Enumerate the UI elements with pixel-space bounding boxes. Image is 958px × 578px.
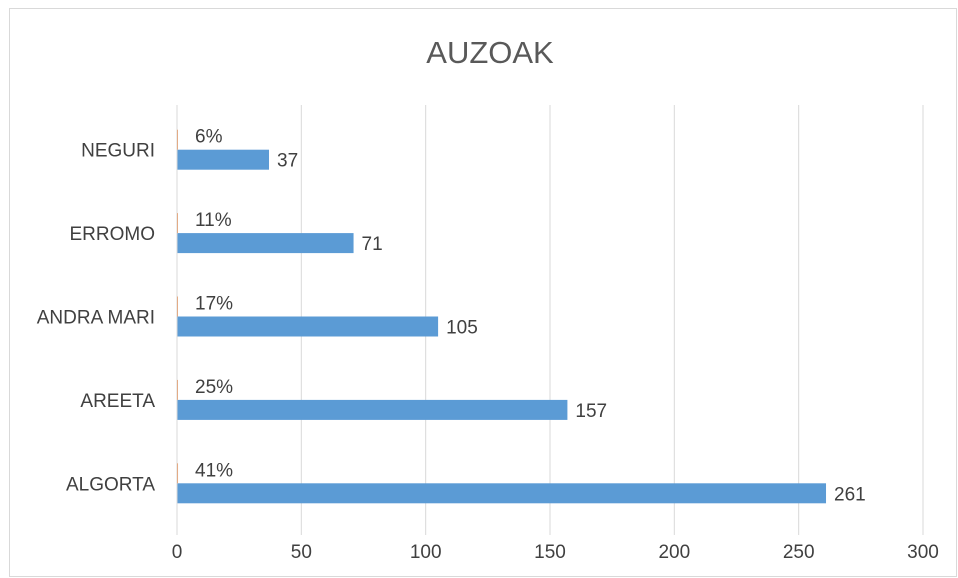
y-tick-label: ERROMO	[70, 224, 156, 245]
x-tick-label: 200	[658, 542, 690, 563]
bar	[177, 483, 827, 504]
x-tick-label: 300	[907, 542, 939, 563]
y-tick-label: ALGORTA	[66, 474, 155, 495]
x-tick-label: 250	[783, 542, 815, 563]
y-tick-label: NEGURI	[81, 141, 155, 162]
data-label: 37	[277, 151, 298, 172]
data-label: 71	[362, 234, 383, 255]
y-tick-label: AREETA	[80, 391, 155, 412]
data-label: 25%	[195, 377, 233, 398]
bar	[177, 463, 179, 484]
x-tick-label: 0	[172, 542, 183, 563]
bar	[177, 149, 270, 170]
data-label: 6%	[195, 127, 223, 148]
x-tick-label: 100	[410, 542, 442, 563]
data-label: 261	[834, 484, 866, 505]
data-label: 41%	[195, 460, 233, 481]
data-label: 17%	[195, 294, 233, 315]
y-tick-label: ANDRA MARI	[37, 308, 155, 329]
bar	[177, 399, 568, 420]
data-label: 157	[575, 401, 607, 422]
bar	[177, 233, 354, 254]
chart-title: AUZOAK	[426, 35, 554, 70]
data-label: 105	[446, 318, 478, 339]
data-label: 11%	[195, 210, 232, 231]
x-tick-label: 150	[534, 542, 566, 563]
bar	[177, 316, 439, 337]
x-tick-label: 50	[291, 542, 312, 563]
